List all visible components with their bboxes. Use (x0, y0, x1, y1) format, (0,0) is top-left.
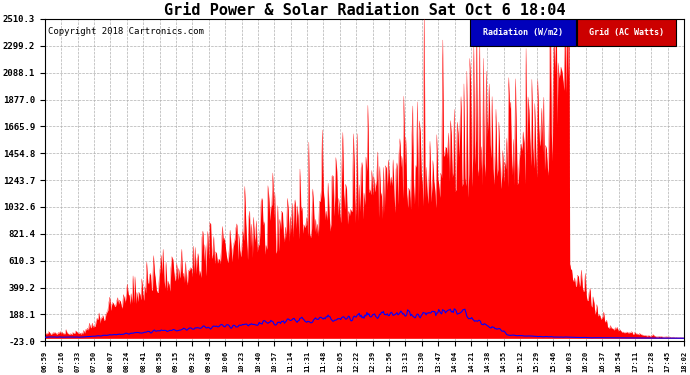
FancyBboxPatch shape (577, 19, 676, 46)
Text: Grid (AC Watts): Grid (AC Watts) (589, 28, 664, 37)
Title: Grid Power & Solar Radiation Sat Oct 6 18:04: Grid Power & Solar Radiation Sat Oct 6 1… (164, 3, 565, 18)
Text: Radiation (W/m2): Radiation (W/m2) (483, 28, 563, 37)
Text: Copyright 2018 Cartronics.com: Copyright 2018 Cartronics.com (48, 27, 204, 36)
FancyBboxPatch shape (470, 19, 575, 46)
